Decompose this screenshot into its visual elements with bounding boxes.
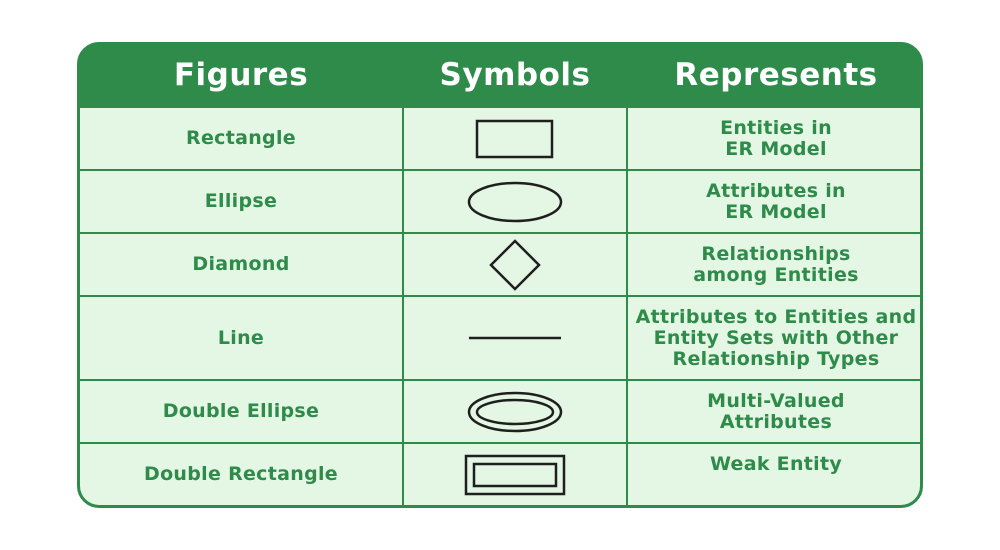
represents-cell-line: Attributes to Entities and Entity Sets w… xyxy=(628,297,920,379)
represents-line: Entity Sets with Other xyxy=(653,326,899,349)
represents-cell-rectangle: Entities in ER Model xyxy=(628,108,920,169)
symbol-cell-ellipse xyxy=(404,171,626,232)
header-figures: Figures xyxy=(80,45,402,106)
diamond-icon xyxy=(489,238,541,291)
symbol-cell-rectangle xyxy=(404,108,626,169)
figure-cell-rectangle: Rectangle xyxy=(80,108,402,169)
figure-cell-double-ellipse: Double Ellipse xyxy=(80,381,402,442)
represents-line: Relationships xyxy=(701,242,851,265)
er-symbols-table: Figures Symbols Represents Rectangle Ent… xyxy=(77,42,923,508)
represents-line: ER Model xyxy=(725,137,827,160)
double-ellipse-icon xyxy=(467,391,563,432)
represents-line: Relationship Types xyxy=(672,347,880,370)
represents-cell-ellipse: Attributes in ER Model xyxy=(628,171,920,232)
represents-line: Attributes in xyxy=(706,179,846,202)
represents-line: ER Model xyxy=(725,200,827,223)
header-represents: Represents xyxy=(628,45,920,106)
symbol-cell-double-ellipse xyxy=(404,381,626,442)
represents-line: Entities in xyxy=(720,116,832,139)
header-symbols: Symbols xyxy=(404,45,626,106)
line-icon xyxy=(469,336,561,340)
figure-cell-line: Line xyxy=(80,297,402,379)
symbol-cell-diamond xyxy=(404,234,626,295)
represents-cell-diamond: Relationships among Entities xyxy=(628,234,920,295)
represents-line: Attributes xyxy=(719,410,833,433)
represents-line: Attributes to Entities and xyxy=(635,305,917,328)
represents-cell-double-rectangle: Weak Entity xyxy=(628,444,920,505)
symbol-cell-line xyxy=(404,297,626,379)
represents-line: Weak Entity xyxy=(709,453,843,475)
figure-cell-double-rectangle: Double Rectangle xyxy=(80,444,402,505)
rectangle-icon xyxy=(475,119,554,158)
represents-line: Multi-Valued xyxy=(707,389,845,412)
represents-line: among Entities xyxy=(693,263,859,286)
figure-cell-diamond: Diamond xyxy=(80,234,402,295)
ellipse-icon xyxy=(467,181,563,222)
symbol-cell-double-rectangle xyxy=(404,444,626,505)
figure-cell-ellipse: Ellipse xyxy=(80,171,402,232)
represents-cell-double-ellipse: Multi-Valued Attributes xyxy=(628,381,920,442)
double-rectangle-icon xyxy=(464,454,566,495)
